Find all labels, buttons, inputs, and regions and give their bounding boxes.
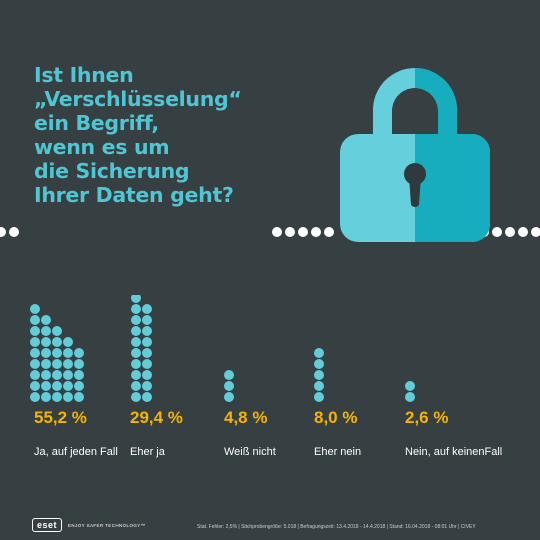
dot-4-1 [314, 392, 324, 402]
dot-2-18 [142, 315, 152, 325]
value-label-eher-ja: 29,4 % [130, 408, 183, 427]
dot-group-5 [405, 381, 415, 402]
dot-1-25 [63, 392, 73, 402]
dot-1-35 [74, 348, 84, 358]
dot-group-4 [314, 348, 324, 402]
padlock-icon [340, 68, 490, 242]
dot-2-1 [131, 392, 141, 402]
headline-line-6: Ihrer Daten geht? [34, 183, 234, 207]
dot-1-24 [52, 326, 62, 336]
decorative-dot-line-left [0, 225, 19, 239]
brand-tagline: ENJOY SAFER TECHNOLOGY™ [68, 522, 146, 528]
dot-3-3 [224, 370, 234, 380]
dot-2-8 [131, 315, 141, 325]
dot-5-2 [405, 381, 415, 391]
dot-chart [30, 295, 415, 402]
dot-1-5 [30, 348, 40, 358]
value-label-weiss-nicht: 4,8 % [224, 408, 268, 427]
category-label-eher-nein: Eher nein [314, 446, 362, 458]
headline-line-5: die Sicherung [34, 159, 190, 183]
dot-2-19 [142, 304, 152, 314]
survey-footnote: Stat. Fehler: 2,5% | Stichprobengröße: 5… [197, 524, 476, 530]
dot-1-20 [52, 370, 62, 380]
dot-1-1 [30, 392, 40, 402]
value-label-ja-auf-jeden-fall: 55,2 % [34, 408, 87, 427]
category-label-eher-ja: Eher ja [130, 446, 165, 458]
category-label-nein-auf-keinen-fall: Nein, auf keinenFall [405, 446, 503, 458]
dot-1-33 [74, 370, 84, 380]
dot-2-14 [142, 359, 152, 369]
dot-1-14 [41, 348, 51, 358]
dot-1-17 [41, 315, 51, 325]
dot-1-7 [30, 326, 40, 336]
decorative-dot-line-middle [272, 225, 334, 239]
dot-4-5 [314, 348, 324, 358]
dot-1-15 [41, 337, 51, 347]
category-label-ja-auf-jeden-fall: Ja, auf jeden Fall [34, 446, 118, 458]
headline-line-2: „Verschlüsselung“ [34, 87, 242, 111]
dot-1-3 [30, 370, 40, 380]
headline: Ist Ihnen „Verschlüsselung“ ein Begriff,… [34, 63, 294, 207]
dot-4-3 [314, 370, 324, 380]
dot-1-19 [52, 381, 62, 391]
dot-1-4 [30, 359, 40, 369]
dot-2-5 [131, 348, 141, 358]
dot-1-29 [63, 348, 73, 358]
dot-2-4 [131, 359, 141, 369]
dot-2-15 [142, 348, 152, 358]
dot-2-2 [131, 381, 141, 391]
dot-1-30 [63, 337, 73, 347]
dot-1-16 [41, 326, 51, 336]
dot-1-13 [41, 359, 51, 369]
dot-1-32 [74, 381, 84, 391]
dot-group-3 [224, 370, 234, 402]
dot-1-28 [63, 359, 73, 369]
dot-2-17 [142, 326, 152, 336]
headline-line-3: ein Begriff, [34, 111, 159, 135]
headline-line-1: Ist Ihnen [34, 63, 134, 87]
category-label-weiss-nicht: Weiß nicht [224, 446, 276, 458]
value-label-eher-nein: 8,0 % [314, 408, 358, 427]
dot-1-31 [74, 392, 84, 402]
dot-3-2 [224, 381, 234, 391]
dot-2-12 [142, 381, 152, 391]
dot-1-26 [63, 381, 73, 391]
dot-1-10 [41, 392, 51, 402]
value-label-nein-auf-keinen-fall: 2,6 % [405, 408, 449, 427]
dot-1-11 [41, 381, 51, 391]
dot-group-1 [30, 304, 84, 402]
dot-2-6 [131, 337, 141, 347]
dot-1-2 [30, 381, 40, 391]
dot-2-7 [131, 326, 141, 336]
dot-2-10 [131, 295, 141, 303]
dot-4-2 [314, 381, 324, 391]
dot-2-16 [142, 337, 152, 347]
dot-3-1 [224, 392, 234, 402]
dot-1-12 [41, 370, 51, 380]
eset-logo: eset ENJOY SAFER TECHNOLOGY™ [32, 518, 146, 532]
dot-1-34 [74, 359, 84, 369]
dot-2-11 [142, 392, 152, 402]
dot-1-9 [30, 304, 40, 314]
dot-2-3 [131, 370, 141, 380]
dot-1-21 [52, 359, 62, 369]
dot-1-18 [52, 392, 62, 402]
dot-1-22 [52, 348, 62, 358]
dot-5-1 [405, 392, 415, 402]
dot-1-6 [30, 337, 40, 347]
dot-2-13 [142, 370, 152, 380]
dot-1-27 [63, 370, 73, 380]
dot-4-4 [314, 359, 324, 369]
dot-1-23 [52, 337, 62, 347]
dot-1-8 [30, 315, 40, 325]
dot-2-9 [131, 304, 141, 314]
dot-group-2 [131, 295, 152, 402]
brand-name: eset [32, 518, 63, 532]
headline-line-4: wenn es um [34, 135, 170, 159]
